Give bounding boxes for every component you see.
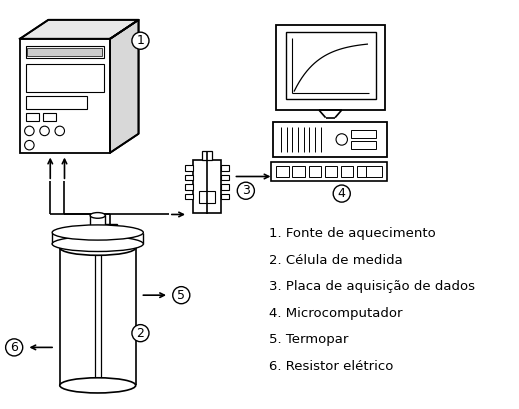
Text: 5: 5: [177, 289, 185, 302]
Circle shape: [237, 182, 254, 199]
Bar: [274, 122, 387, 157]
Circle shape: [55, 126, 64, 136]
Circle shape: [132, 325, 149, 342]
Text: 6: 6: [10, 341, 18, 354]
Bar: [185, 184, 193, 190]
Bar: [292, 166, 305, 178]
Bar: [351, 130, 376, 137]
Circle shape: [132, 32, 149, 49]
Bar: [357, 166, 370, 178]
Circle shape: [173, 287, 190, 304]
Circle shape: [24, 126, 34, 136]
Ellipse shape: [52, 236, 143, 252]
Text: 2: 2: [136, 327, 144, 339]
Bar: [221, 193, 229, 199]
Ellipse shape: [60, 378, 135, 393]
Text: 2. Célula de medida: 2. Célula de medida: [269, 254, 402, 267]
Bar: [25, 46, 104, 58]
Bar: [276, 25, 386, 110]
Bar: [185, 193, 193, 199]
Bar: [308, 166, 321, 178]
Bar: [221, 165, 229, 171]
Bar: [193, 160, 221, 213]
Bar: [185, 165, 193, 171]
Bar: [286, 32, 376, 99]
Ellipse shape: [90, 213, 105, 218]
Bar: [325, 166, 337, 178]
Bar: [199, 191, 214, 203]
Polygon shape: [110, 20, 139, 153]
Circle shape: [24, 140, 34, 150]
Bar: [202, 151, 212, 160]
Circle shape: [336, 134, 347, 145]
Bar: [103, 224, 117, 234]
Text: 5. Termopar: 5. Termopar: [269, 333, 348, 346]
Text: 1: 1: [136, 34, 144, 47]
Text: 3: 3: [242, 184, 250, 197]
Ellipse shape: [52, 225, 143, 240]
Bar: [43, 113, 56, 121]
Bar: [25, 113, 39, 121]
Bar: [341, 166, 353, 178]
Text: 3. Placa de aquisição de dados: 3. Placa de aquisição de dados: [269, 280, 475, 293]
Bar: [90, 216, 105, 232]
Text: 4. Microcomputador: 4. Microcomputador: [269, 307, 402, 320]
Text: 6. Resistor elétrico: 6. Resistor elétrico: [269, 360, 393, 373]
Ellipse shape: [60, 240, 135, 255]
Bar: [351, 142, 376, 149]
Polygon shape: [20, 20, 139, 39]
Bar: [20, 39, 110, 153]
Bar: [276, 166, 289, 178]
Bar: [28, 48, 102, 56]
Bar: [221, 175, 229, 180]
Circle shape: [333, 185, 350, 202]
Bar: [185, 175, 193, 180]
Bar: [366, 166, 381, 178]
Bar: [221, 184, 229, 190]
Text: 4: 4: [338, 187, 346, 200]
Text: 1. Fonte de aquecimento: 1. Fonte de aquecimento: [269, 227, 435, 240]
Circle shape: [6, 339, 23, 356]
Bar: [25, 63, 104, 92]
Bar: [271, 162, 387, 181]
Bar: [25, 96, 87, 109]
Circle shape: [40, 126, 49, 136]
